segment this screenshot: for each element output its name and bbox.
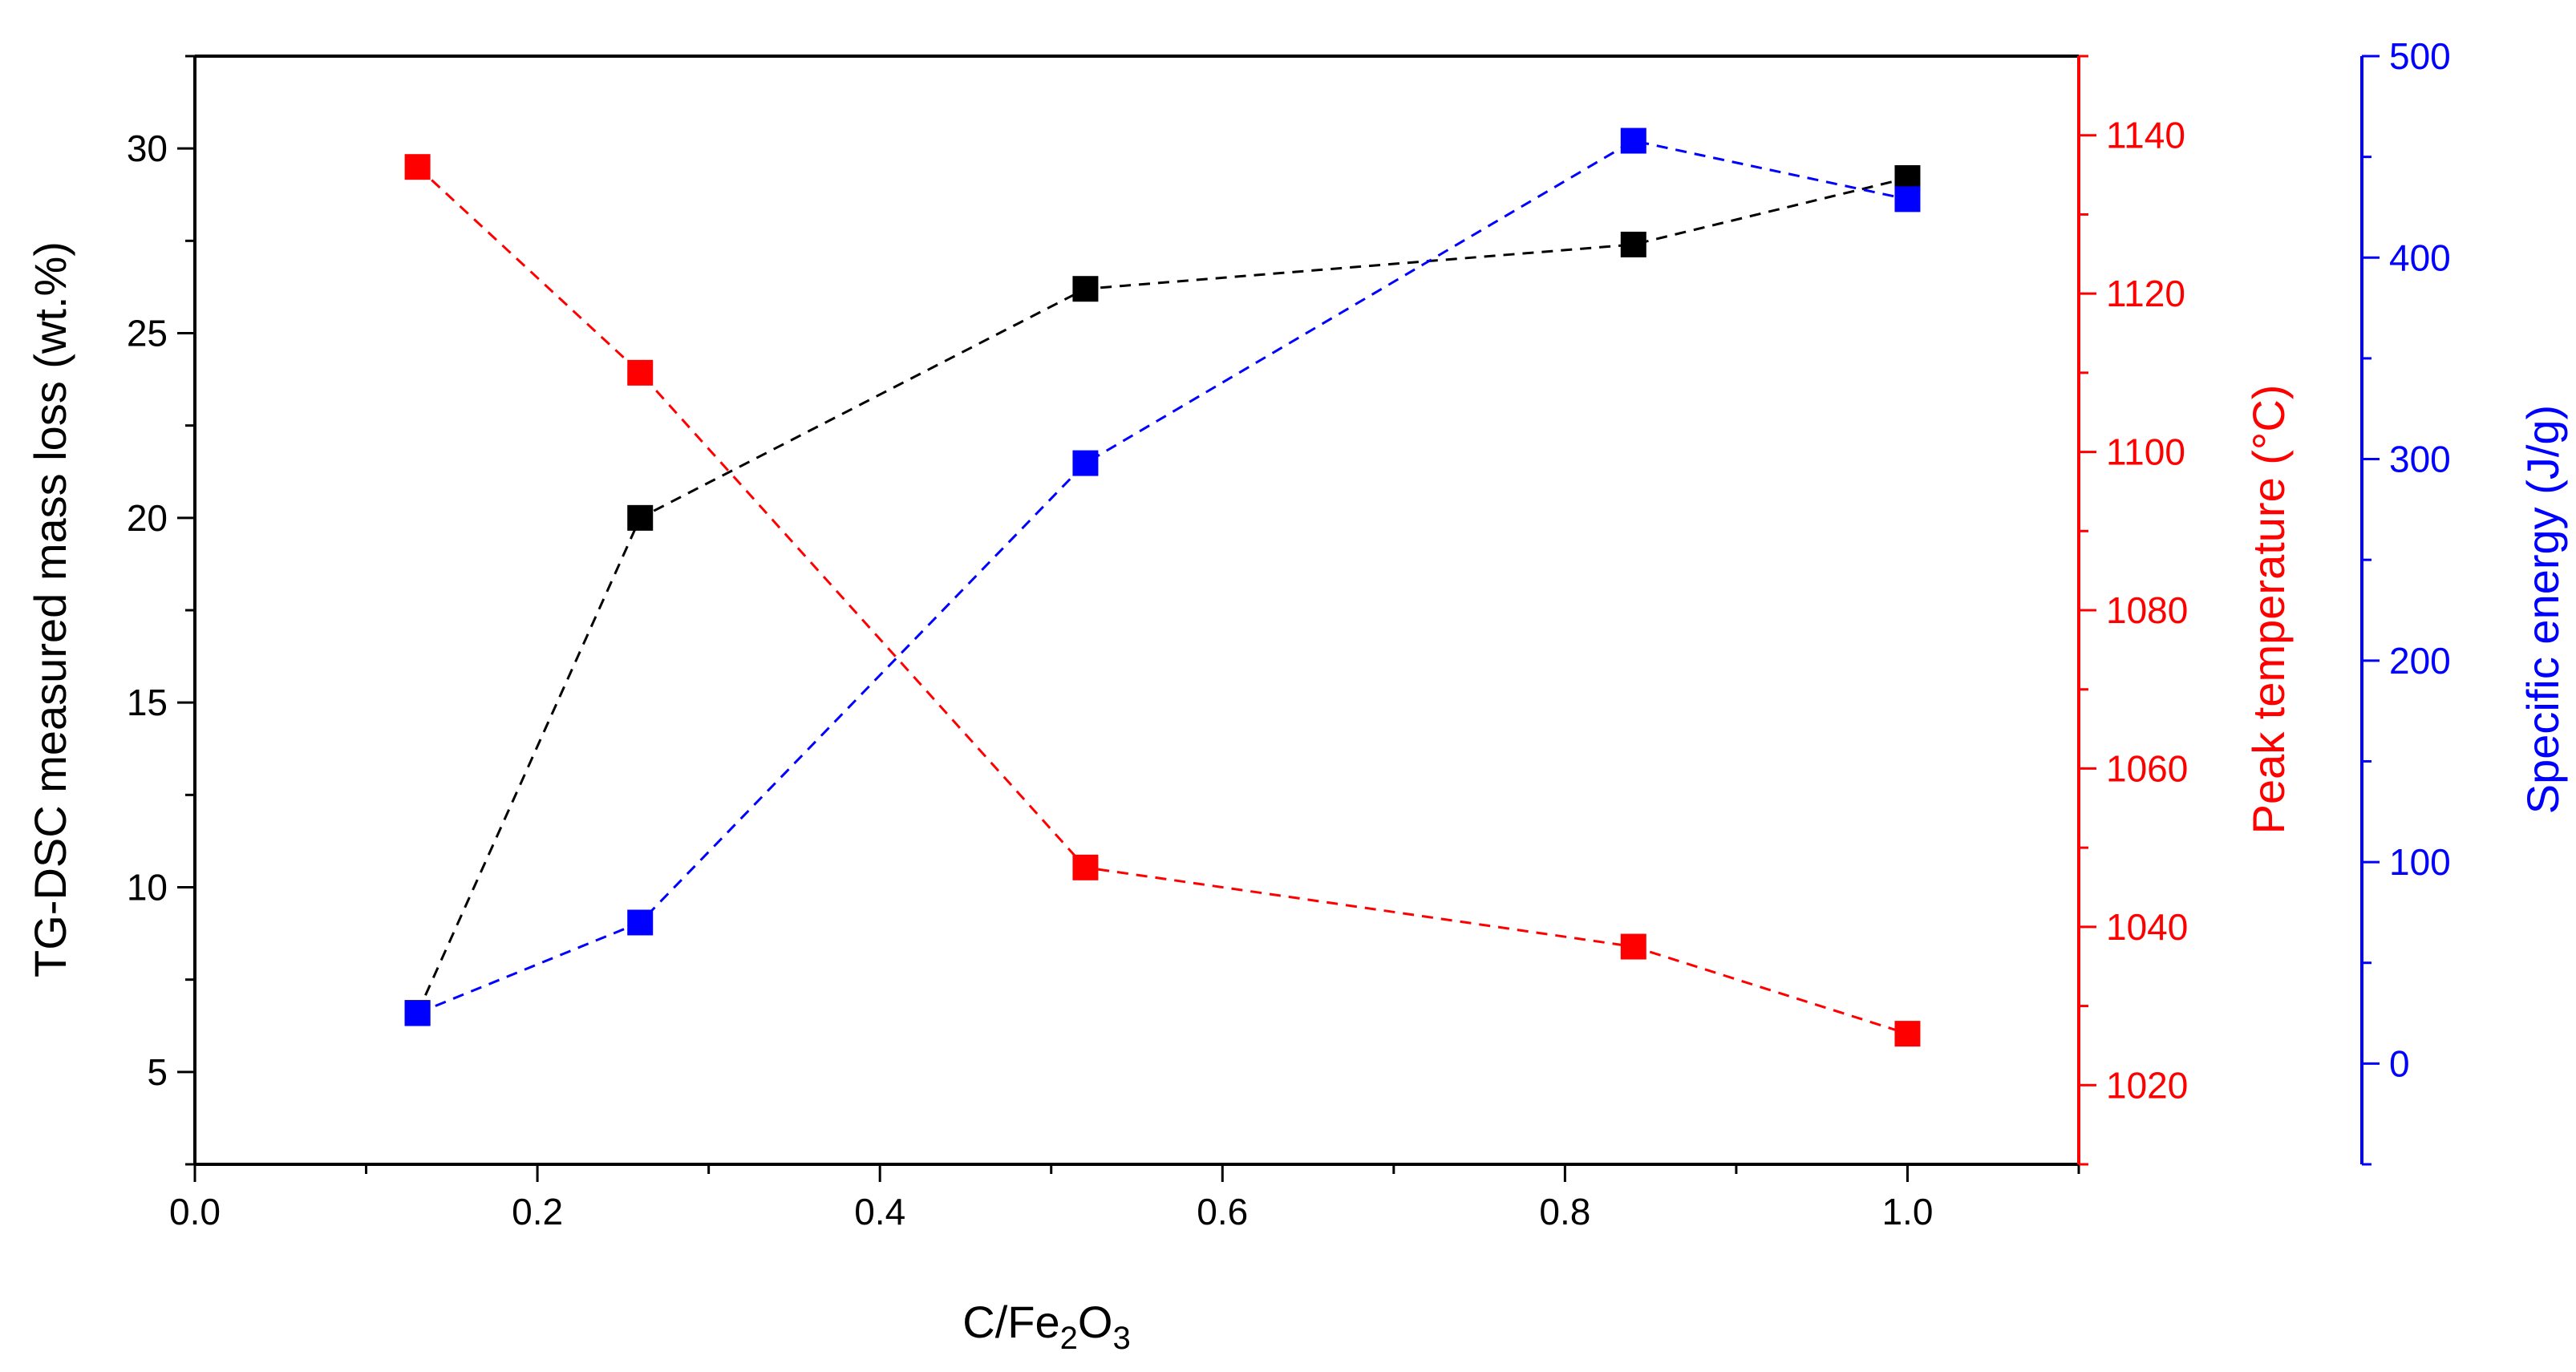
- data-point-right2: [1620, 127, 1646, 154]
- right2-tick-label: 0: [2389, 1042, 2410, 1084]
- right-tick-label: 1060: [2106, 747, 2188, 789]
- data-point-right2: [1072, 450, 1099, 476]
- x-tick-label: 0.0: [169, 1191, 221, 1232]
- data-point-right: [1072, 854, 1099, 880]
- right-tick-label: 1020: [2106, 1064, 2188, 1106]
- data-point-left: [627, 504, 654, 531]
- series-line-right2: [417, 139, 1908, 1014]
- left-tick-label: 15: [127, 682, 168, 723]
- axes-layer: 0.0 0.2 0.4 0.6 0.8 1.0 5 10 15 20 25 30 1020 1040 106…: [127, 35, 2451, 1232]
- series-layer: [404, 127, 1921, 1047]
- right-tick-label: 1120: [2106, 273, 2185, 314]
- right-tick-label: 1080: [2106, 589, 2188, 631]
- left-tick-label: 30: [127, 127, 168, 169]
- right-tick-label: 1040: [2106, 906, 2188, 948]
- x-tick-label: 0.8: [1539, 1191, 1590, 1232]
- right2-axis-title: Specific energy (J/g): [2517, 405, 2568, 814]
- left-axis-title: TG-DSC measured mass loss (wt.%): [25, 241, 75, 977]
- right-axis-title: Peak temperature (°C): [2243, 385, 2294, 835]
- right-tick-label: 1100: [2106, 431, 2185, 473]
- data-point-right: [404, 154, 431, 180]
- x-axis-title: C/Fe2O3: [962, 1297, 1130, 1356]
- x-tick-label: 0.4: [854, 1191, 905, 1232]
- x-tick-label: 0.2: [512, 1191, 563, 1232]
- data-point-left: [1620, 231, 1646, 257]
- left-tick-label: 25: [127, 313, 168, 354]
- series-line-right: [416, 166, 1908, 1035]
- right2-tick-label: 500: [2389, 35, 2451, 77]
- data-point-right: [1894, 1021, 1921, 1047]
- right2-tick-label: 400: [2389, 237, 2451, 278]
- data-point-left: [1072, 276, 1099, 302]
- data-point-right2: [627, 909, 654, 936]
- right-tick-label: 1140: [2106, 115, 2185, 156]
- data-point-right2: [1894, 186, 1921, 212]
- left-tick-label: 5: [147, 1051, 168, 1093]
- series-line-left: [416, 176, 1908, 1014]
- x-axis-title-mid: O: [1078, 1297, 1113, 1347]
- data-point-right: [627, 359, 654, 386]
- right2-tick-label: 100: [2389, 841, 2451, 883]
- labels-layer: C/Fe2O3 TG-DSC measured mass loss (wt.%)…: [25, 241, 2568, 1356]
- right2-tick-label: 200: [2389, 640, 2451, 682]
- x-axis-title-main: C/Fe: [962, 1297, 1059, 1347]
- x-axis-title-sub1: 2: [1060, 1321, 1078, 1356]
- x-tick-label: 1.0: [1881, 1191, 1933, 1232]
- left-tick-label: 10: [127, 867, 168, 909]
- data-point-right: [1620, 933, 1646, 960]
- right2-tick-label: 300: [2389, 439, 2451, 480]
- x-tick-label: 0.6: [1197, 1191, 1248, 1232]
- left-tick-label: 20: [127, 497, 168, 539]
- x-axis-title-sub2: 3: [1112, 1321, 1130, 1356]
- data-point-right2: [404, 1000, 431, 1026]
